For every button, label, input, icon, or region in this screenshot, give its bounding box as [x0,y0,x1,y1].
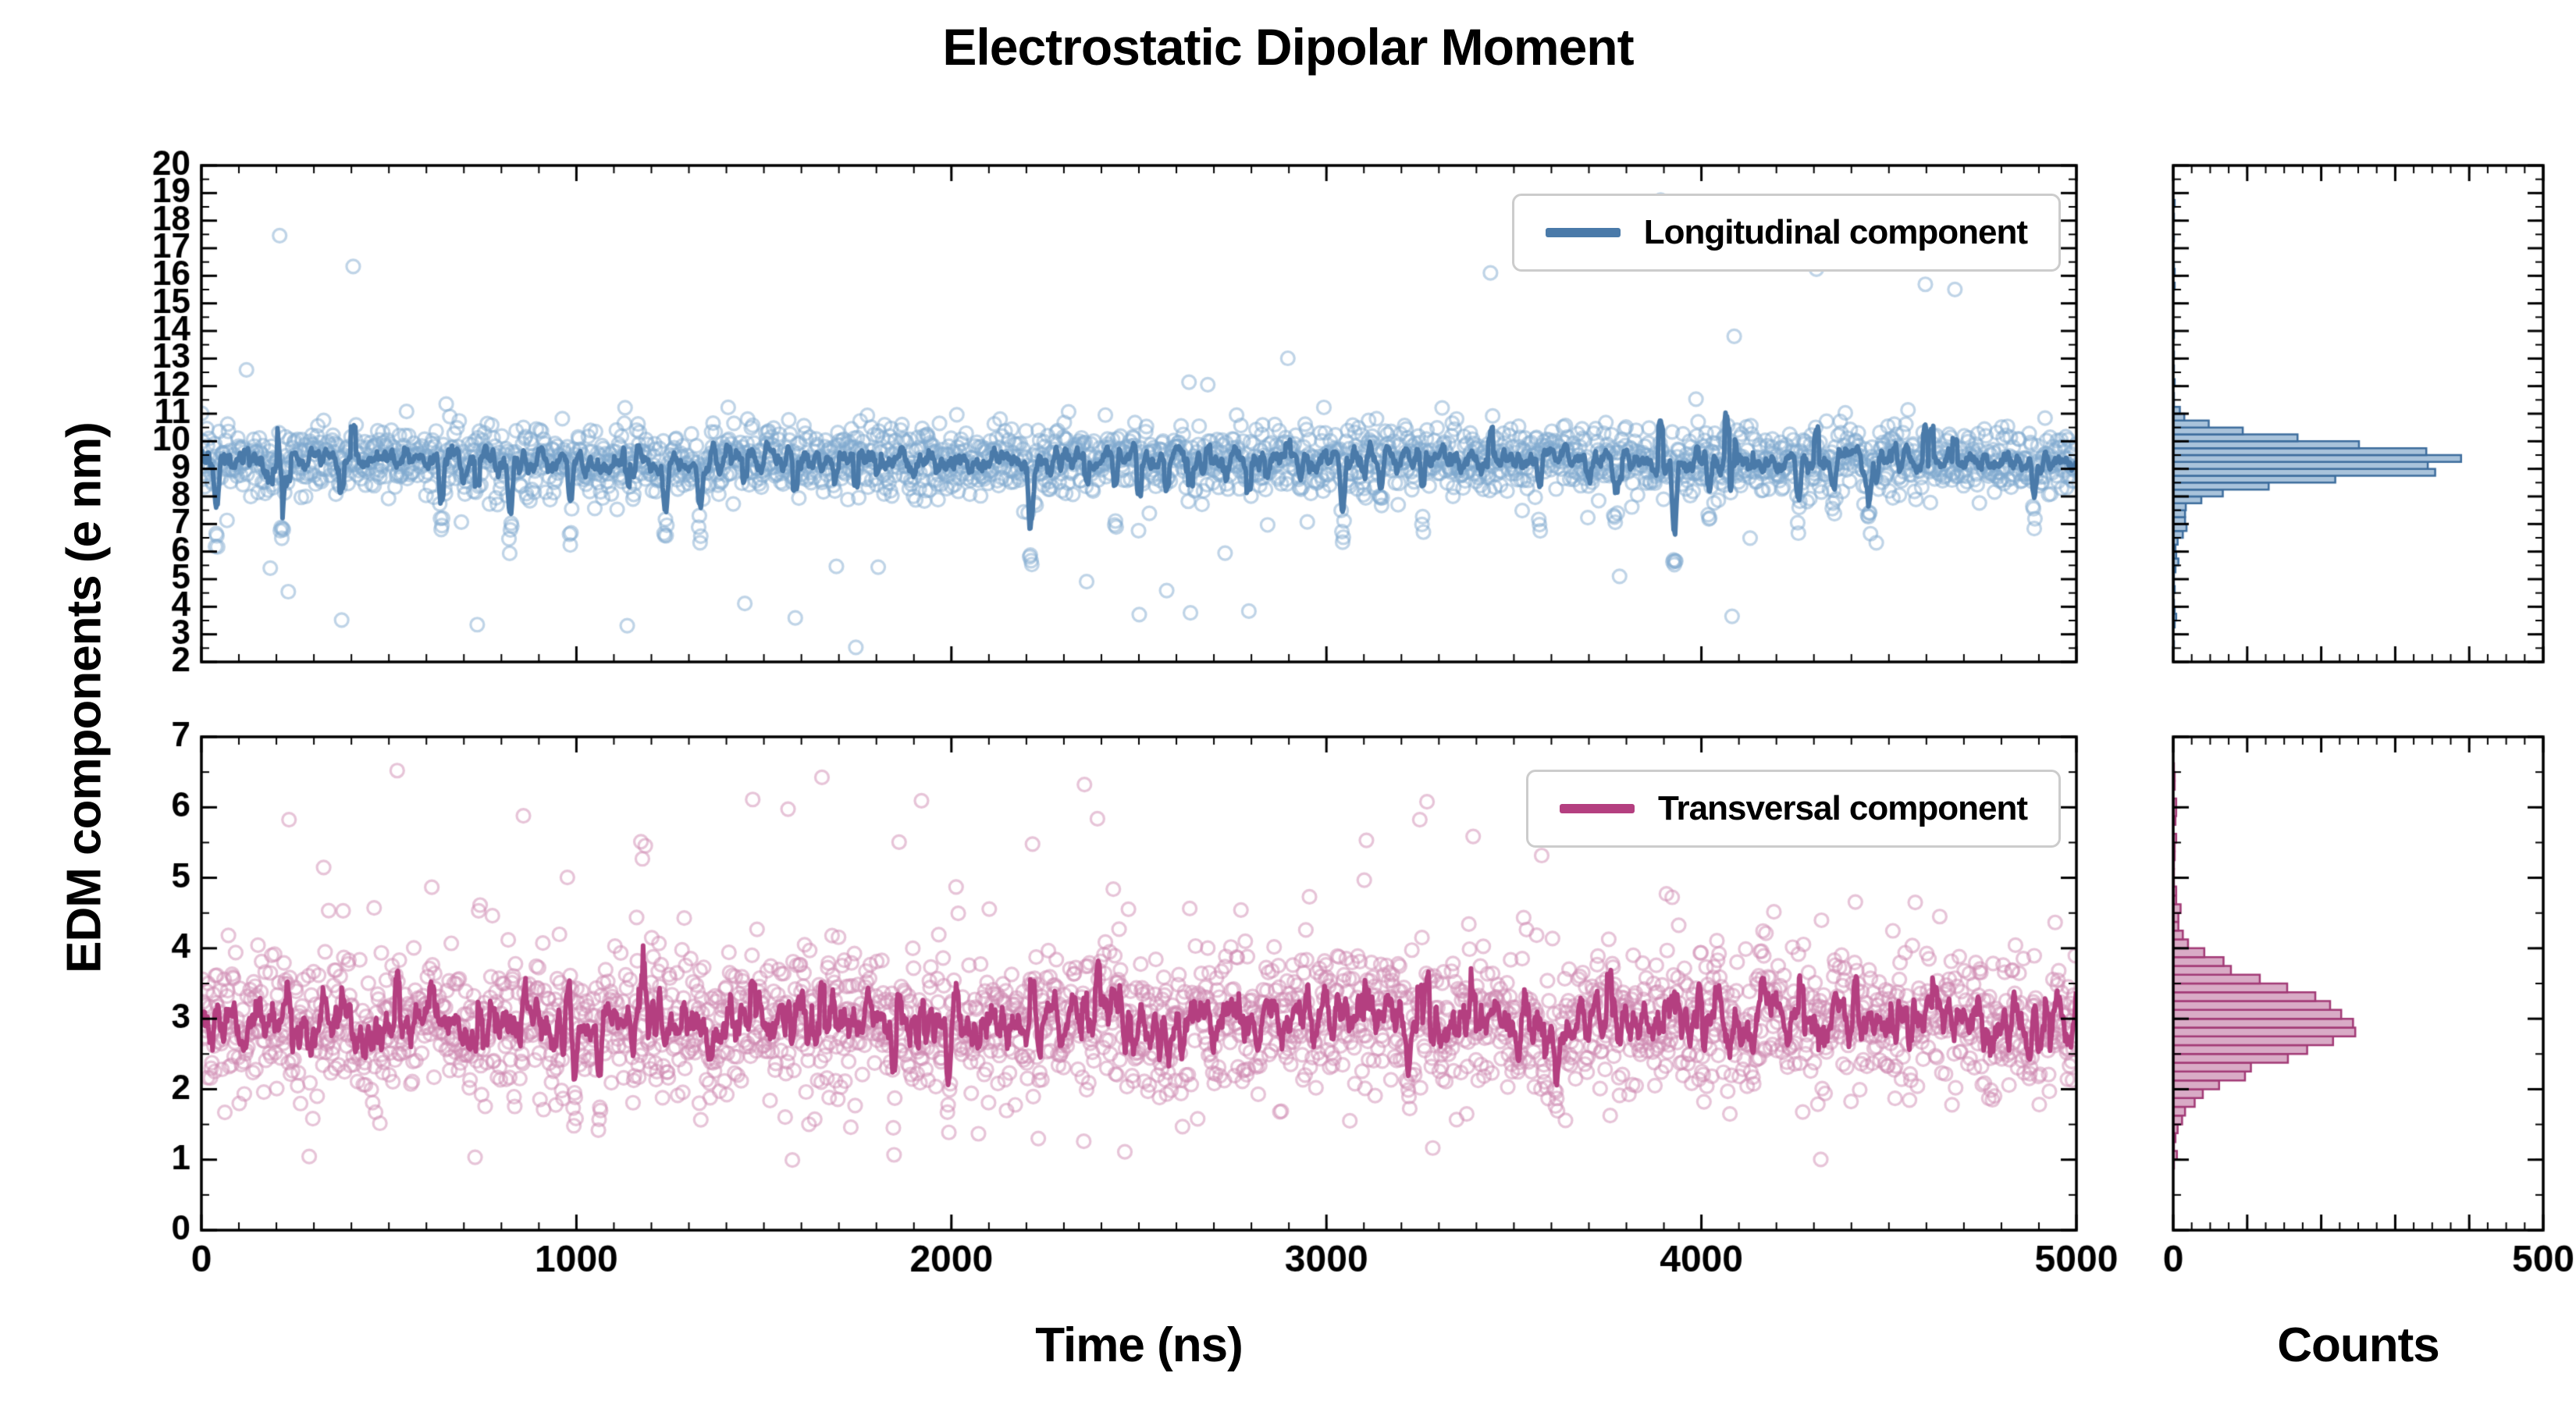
legend-line-swatch-transversal [1560,804,1635,813]
legend-longitudinal: Longitudinal component [1511,194,2061,272]
chart-title: Electrostatic Dipolar Moment [942,18,1634,76]
legend-label-longitudinal: Longitudinal component [1643,213,2028,251]
counts-axis-label: Counts [2277,1318,2440,1372]
y-axis-label: EDM components (e nm) [57,422,112,973]
legend-label-transversal: Transversal component [1658,789,2028,827]
legend-line-swatch-longitudinal [1545,228,1621,237]
x-axis-label: Time (ns) [1035,1318,1243,1372]
legend-transversal: Transversal component [1526,770,2061,848]
